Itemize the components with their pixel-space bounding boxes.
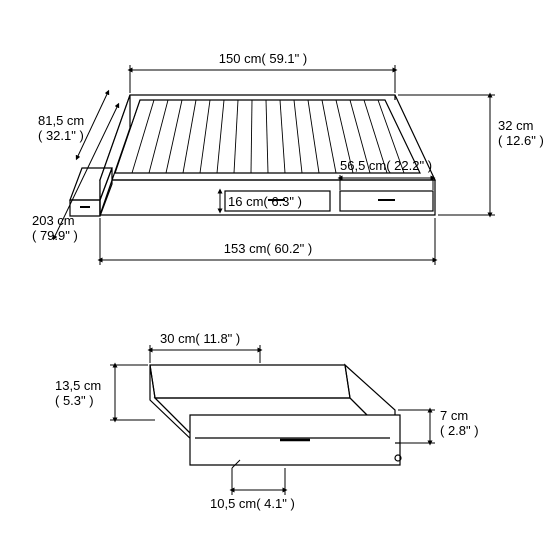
dim-right-height: 32 cm( 12.6" ): [498, 118, 544, 148]
front-drawer-right: [340, 191, 433, 211]
dim-drawer-w: 56,5 cm( 22.2" ): [340, 158, 432, 173]
dim-top-width: 150 cm( 59.1" ): [219, 51, 307, 66]
dim-left-length: 203 cm( 79.9" ): [32, 213, 78, 243]
dim-drawer-h: 16 cm( 6.3" ): [228, 194, 302, 209]
dim-drawer-front-h: 10,5 cm( 4.1" ): [210, 496, 295, 511]
dim-left-depth: 81,5 cm( 32.1" ): [38, 113, 84, 143]
dim-bottom-width: 153 cm( 60.2" ): [224, 241, 312, 256]
dim-drawer-height: 13,5 cm( 5.3" ): [55, 378, 101, 408]
drawer-detail-drawing: [150, 365, 401, 465]
dimension-diagram: 150 cm( 59.1" ) 81,5 cm( 32.1" ) 203 cm(…: [0, 0, 550, 550]
dim-drawer-depth: 30 cm( 11.8" ): [160, 331, 240, 346]
dim-drawer-inner-h: 7 cm( 2.8" ): [440, 408, 479, 438]
